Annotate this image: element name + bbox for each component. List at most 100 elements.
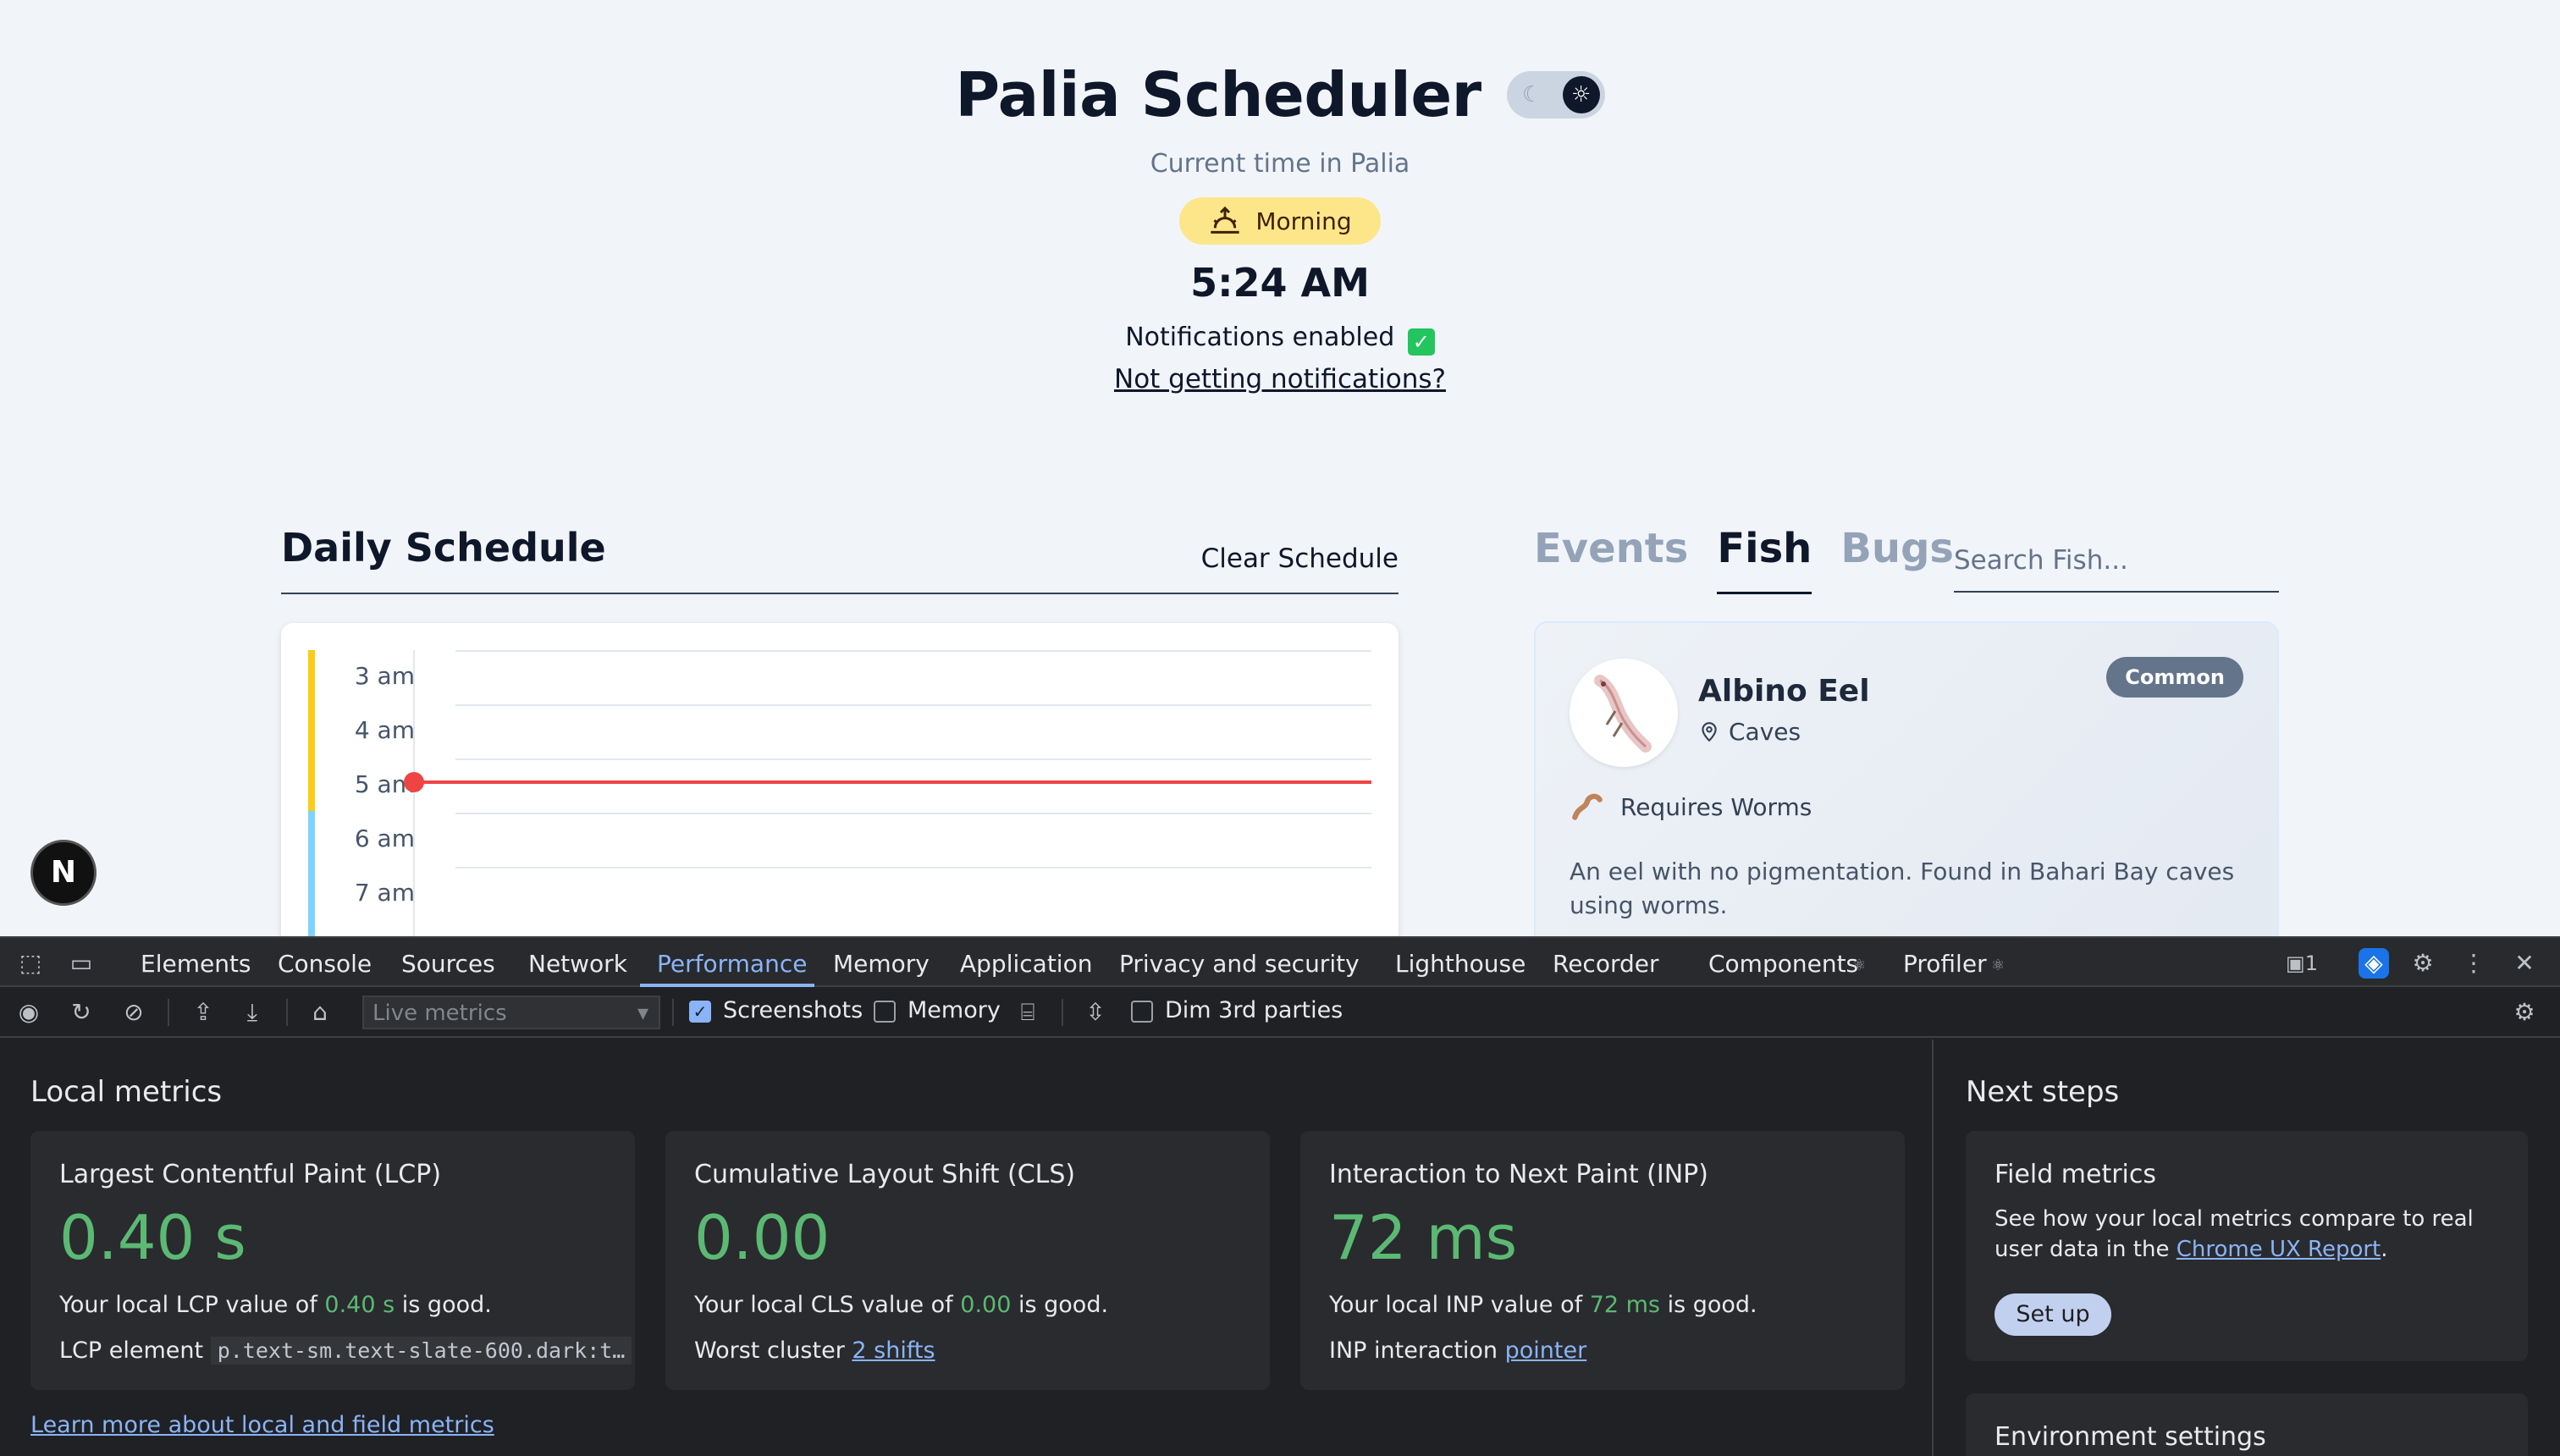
field-metrics-card: Field metrics See how your local metrics… xyxy=(1966,1131,2528,1361)
bait-requirement: Requires Worms xyxy=(1570,789,1812,825)
subtitle: Current time in Palia xyxy=(1150,149,1410,179)
clear-icon[interactable]: ⊘ xyxy=(124,998,144,1026)
inp-desc-value: 72 ms xyxy=(1589,1292,1660,1318)
live-metrics-select[interactable]: Live metrics ▾ xyxy=(362,995,660,1029)
devtools-tab-elements[interactable]: Elements xyxy=(141,950,251,978)
current-time: 5:24 AM xyxy=(1190,260,1370,306)
day-phase-bar xyxy=(308,650,315,936)
fish-card[interactable]: Albino Eel Caves Common Requires Worms A… xyxy=(1534,621,2279,936)
day-segment xyxy=(308,811,315,936)
notifications-status: Notifications enabled ✓ xyxy=(0,323,2560,356)
inp-pointer-link[interactable]: pointer xyxy=(1504,1337,1587,1364)
hour-gridline xyxy=(455,758,1371,760)
devtools-tab-components[interactable]: Components xyxy=(1708,950,1859,978)
tab-events[interactable]: Events xyxy=(1534,525,1689,572)
download-icon[interactable]: ⤓ xyxy=(246,998,258,1026)
search-input[interactable]: Search Fish... xyxy=(1954,533,2279,593)
devtools-tab-memory[interactable]: Memory xyxy=(833,950,930,978)
local-metrics-title: Local metrics xyxy=(30,1075,223,1109)
schedule-hour-row[interactable]: 7 am xyxy=(322,867,1371,921)
devtools-panel: ⬚ ▭ Elements Console Sources Network Perform… xyxy=(0,936,2560,1456)
devtools-tab-lighthouse[interactable]: Lighthouse xyxy=(1395,950,1526,978)
theme-toggle[interactable]: ☾ ☼ xyxy=(1506,71,1605,119)
separator xyxy=(1062,999,1063,1026)
notifications-status-text: Notifications enabled xyxy=(1125,323,1395,352)
learn-more-link[interactable]: Learn more about local and field metrics xyxy=(30,1412,494,1438)
fish-location: Caves xyxy=(1698,718,1801,746)
phase-badge: Morning xyxy=(1179,197,1381,245)
tab-bugs[interactable]: Bugs xyxy=(1840,525,1954,572)
hour-label: 7 am xyxy=(354,879,415,907)
close-devtools-icon[interactable]: ✕ xyxy=(2514,949,2535,977)
screenshots-checkbox[interactable]: ✓ xyxy=(689,1001,711,1023)
dim-third-parties-checkbox[interactable] xyxy=(1131,1001,1153,1023)
inspect-element-icon[interactable]: ⬚ xyxy=(19,949,42,977)
notifications-help-link[interactable]: Not getting notifications? xyxy=(1114,364,1446,394)
device-toolbar-icon[interactable]: ▭ xyxy=(69,949,93,977)
devtools-tab-profiler[interactable]: Profiler xyxy=(1903,950,1987,978)
field-text-prefix: See how your local metrics compare to re… xyxy=(1994,1206,2474,1262)
capture-settings-icon[interactable]: ⚙ xyxy=(2513,998,2535,1026)
nextjs-dev-indicator[interactable]: N xyxy=(30,840,97,906)
upload-icon[interactable]: ⇪ xyxy=(193,998,213,1026)
devtools-tab-network[interactable]: Network xyxy=(528,950,627,978)
field-text-suffix: . xyxy=(2381,1237,2388,1262)
environment-settings-title: Environment settings xyxy=(1994,1422,2266,1452)
field-metrics-title: Field metrics xyxy=(1994,1160,2157,1189)
record-icon[interactable]: ◉ xyxy=(18,998,40,1026)
schedule-title: Daily Schedule xyxy=(281,525,606,571)
phase-label: Morning xyxy=(1255,207,1352,235)
tab-fish[interactable]: Fish xyxy=(1717,525,1812,594)
sun-icon: ☼ xyxy=(1562,76,1600,113)
cls-name: Cumulative Layout Shift (CLS) xyxy=(694,1160,1076,1189)
fish-description: An eel with no pigmentation. Found in Ba… xyxy=(1570,858,2235,919)
settings-gear-icon[interactable]: ⚙ xyxy=(2412,949,2434,977)
lcp-value: 0.40 s xyxy=(59,1202,246,1273)
inp-name: Interaction to Next Paint (INP) xyxy=(1329,1160,1708,1189)
schedule-hour-row[interactable]: 5 am xyxy=(322,758,1371,813)
inp-value: 72 ms xyxy=(1329,1202,1518,1273)
devtools-tab-application[interactable]: Application xyxy=(960,950,1093,978)
map-pin-icon xyxy=(1702,721,1717,742)
issues-icon[interactable]: ▣1 xyxy=(2286,951,2318,975)
schedule-hour-row[interactable]: 3 am xyxy=(322,650,1371,704)
schedule-card: 3 am 4 am 5 am 6 am 7 am xyxy=(281,623,1399,936)
setup-button[interactable]: Set up xyxy=(1994,1293,2111,1336)
garbage-collect-icon[interactable]: ⌸ xyxy=(1020,998,1035,1026)
issues-count: 1 xyxy=(2304,951,2318,975)
hour-gridline xyxy=(455,650,1371,652)
reload-record-icon[interactable]: ↻ xyxy=(71,998,91,1026)
next-steps-pane: Next steps Field metrics See how your lo… xyxy=(1935,1040,2560,1456)
ai-assistant-icon[interactable]: ◈ xyxy=(2359,948,2389,979)
clear-schedule-button[interactable]: Clear Schedule xyxy=(1200,543,1399,574)
cls-shifts-link[interactable]: 2 shifts xyxy=(852,1337,935,1364)
page-title: Palia Scheduler xyxy=(955,59,1481,130)
lcp-desc-suffix: is good. xyxy=(394,1292,492,1318)
app-viewport: Palia Scheduler ☾ ☼ Current time in Pali… xyxy=(0,59,2560,936)
current-time-dot xyxy=(404,772,424,792)
live-metrics-label: Live metrics xyxy=(372,1001,507,1026)
hour-gridline xyxy=(455,704,1371,706)
home-icon[interactable]: ⌂ xyxy=(312,998,328,1026)
hour-gridline xyxy=(455,813,1371,814)
chrome-ux-report-link[interactable]: Chrome UX Report xyxy=(2176,1237,2381,1262)
worm-icon xyxy=(1572,793,1603,820)
sunrise-icon xyxy=(1211,206,1239,234)
devtools-tab-privacy-and-security[interactable]: Privacy and security xyxy=(1119,950,1360,978)
devtools-tab-bar: ⬚ ▭ Elements Console Sources Network Perform… xyxy=(0,936,2560,987)
inp-description: Your local INP value of 72 ms is good. xyxy=(1329,1292,1757,1318)
schedule-hour-row[interactable]: 4 am xyxy=(322,704,1371,758)
chevron-down-icon: ▾ xyxy=(637,1001,648,1026)
memory-checkbox[interactable] xyxy=(874,1001,896,1023)
devtools-tab-recorder[interactable]: Recorder xyxy=(1553,950,1659,978)
eel-icon xyxy=(1594,675,1652,753)
hour-label: 5 am xyxy=(354,770,415,798)
devtools-tab-console[interactable]: Console xyxy=(278,950,372,978)
schedule-hour-row[interactable]: 6 am xyxy=(322,813,1371,867)
cls-desc-value: 0.00 xyxy=(960,1292,1012,1318)
devtools-tab-performance[interactable]: Performance xyxy=(657,950,808,978)
lcp-element-selector[interactable]: p.text-sm.text-slate-600.dark:t… xyxy=(210,1337,632,1365)
collapse-icon[interactable]: ⇳ xyxy=(1085,998,1106,1026)
more-options-icon[interactable]: ⋮ xyxy=(2462,949,2486,977)
devtools-tab-sources[interactable]: Sources xyxy=(401,950,495,978)
